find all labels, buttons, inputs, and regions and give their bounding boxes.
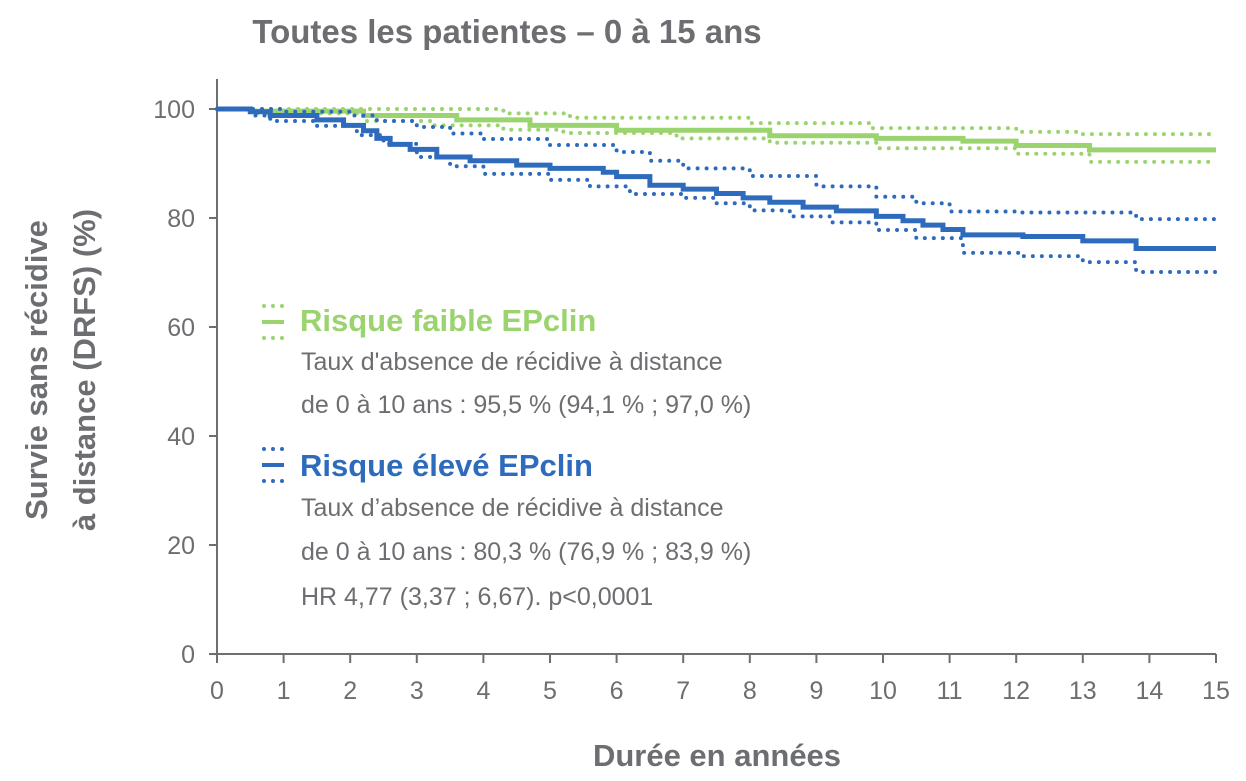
x-tick-label: 3 <box>410 677 424 705</box>
x-tick-label: 14 <box>1135 677 1163 705</box>
legend-marker-low-risk <box>262 304 286 340</box>
y-tick-label: 100 <box>153 96 195 124</box>
y-axis-title: Survie sans récidive à distance (DRFS) (… <box>19 209 102 531</box>
x-axis-title: Durée en années <box>593 738 841 773</box>
x-tick-label: 6 <box>610 677 624 705</box>
series-5-ci-line <box>215 107 1218 274</box>
series-1-ci-line <box>215 107 1218 137</box>
x-tick-label: 4 <box>476 677 490 705</box>
legend: Risque faible EPclin Taux d'absence de r… <box>262 303 751 611</box>
x-tick-label: 1 <box>277 677 291 705</box>
series-3-survival-line <box>217 106 1216 252</box>
y-tick-label: 0 <box>181 641 195 669</box>
x-tick-label: 5 <box>543 677 557 705</box>
x-tick-label: 10 <box>869 677 897 705</box>
legend-line1-high-risk: Taux d’absence de récidive à distance <box>301 494 724 522</box>
legend-line3-high-risk: HR 4,77 (3,37 ; 6,67). p<0,0001 <box>301 583 653 611</box>
y-tick-label: 60 <box>167 314 195 342</box>
legend-line1-low-risk: Taux d'absence de récidive à distance <box>301 348 723 376</box>
x-tick-label: 11 <box>937 677 963 705</box>
x-tick-label: 7 <box>676 677 690 705</box>
legend-title-high-risk: Risque élevé EPclin <box>300 448 593 483</box>
x-tick-label: 8 <box>743 677 757 705</box>
x-tick-label: 0 <box>210 677 224 705</box>
y-tick-label: 40 <box>167 423 195 451</box>
legend-line2-high-risk: de 0 à 10 ans : 80,3 % (76,9 % ; 83,9 %) <box>301 538 751 566</box>
axes <box>216 79 1216 655</box>
chart-title: Toutes les patientes – 0 à 15 ans <box>252 13 761 50</box>
legend-marker-high-risk <box>262 447 286 483</box>
x-tick-label: 13 <box>1069 677 1097 705</box>
x-tick-label: 15 <box>1202 677 1230 705</box>
series-group <box>215 106 1218 274</box>
x-tick-label: 12 <box>1002 677 1030 705</box>
x-tick-label: 2 <box>343 677 357 705</box>
series-4-ci-line <box>215 107 1218 222</box>
legend-line2-low-risk: de 0 à 10 ans : 95,5 % (94,1 % ; 97,0 %) <box>301 391 751 419</box>
y-axis-title-line1: Survie sans récidive <box>19 220 54 520</box>
y-tick-label: 80 <box>167 205 195 233</box>
x-tick-label: 9 <box>809 677 823 705</box>
y-tick-label: 20 <box>167 532 195 560</box>
series-0-survival-line <box>217 106 1216 153</box>
legend-title-low-risk: Risque faible EPclin <box>300 303 596 338</box>
y-axis-title-line2: à distance (DRFS) (%) <box>67 209 102 531</box>
